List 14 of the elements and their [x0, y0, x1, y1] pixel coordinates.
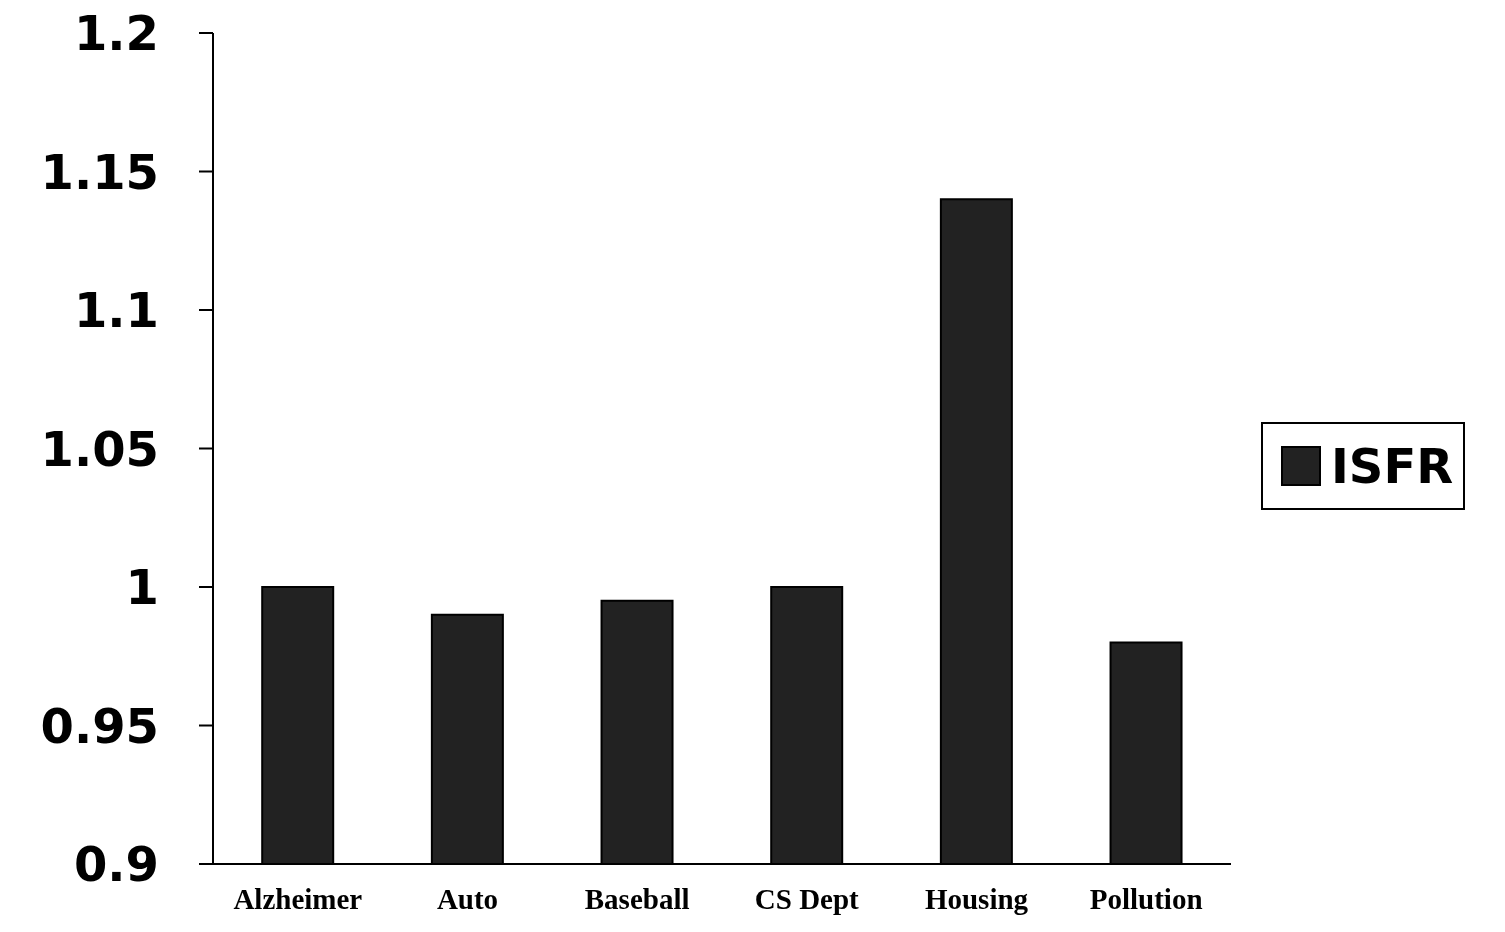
x-tick-label: Auto — [436, 882, 499, 915]
x-tick-label: Baseball — [584, 882, 690, 915]
x-tick-label: Alzheimer — [233, 882, 363, 915]
y-tick-label: 1.15 — [40, 143, 159, 200]
y-tick-label: 0.95 — [40, 697, 159, 754]
x-tick-label: CS Dept — [754, 882, 860, 915]
y-tick-label: 1 — [125, 559, 159, 616]
x-tick-label: Pollution — [1089, 882, 1203, 915]
y-tick-label: 1.2 — [73, 5, 159, 62]
y-tick-label: 0.9 — [73, 836, 159, 893]
legend-label: ISFR — [1331, 438, 1454, 494]
x-tick-label: Housing — [924, 882, 1029, 915]
y-tick-label: 1.1 — [73, 282, 159, 339]
y-tick-label: 1.05 — [40, 420, 159, 477]
